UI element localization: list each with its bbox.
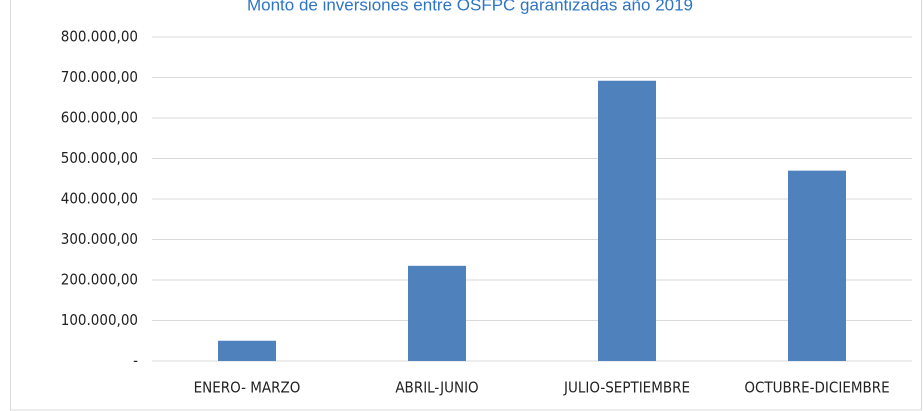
x-tick-label: ENERO- MARZO (194, 379, 301, 397)
x-tick-label: OCTUBRE-DICIEMBRE (744, 379, 889, 397)
chart-border (10, 0, 922, 411)
x-tick-label: JULIO-SEPTIEMBRE (563, 379, 690, 397)
y-tick-label: 600.000,00 (61, 109, 138, 127)
y-tick-label: 200.000,00 (61, 271, 138, 289)
y-tick-label: 500.000,00 (61, 149, 138, 167)
x-tick-label: ABRIL-JUNIO (395, 379, 478, 397)
y-tick-label: 800.000,00 (61, 28, 138, 46)
y-tick-label: 700.000,00 (61, 68, 138, 86)
bar (218, 340, 276, 361)
bar (788, 170, 846, 361)
y-tick-label: 100.000,00 (61, 311, 138, 329)
chart-title: Monto de inversiones entre OSFPC garanti… (247, 0, 693, 14)
y-tick-label: 400.000,00 (61, 190, 138, 208)
bar (598, 80, 656, 362)
bar (408, 265, 466, 361)
y-tick-label: 300.000,00 (61, 230, 138, 248)
y-tick-label: - (133, 352, 138, 370)
